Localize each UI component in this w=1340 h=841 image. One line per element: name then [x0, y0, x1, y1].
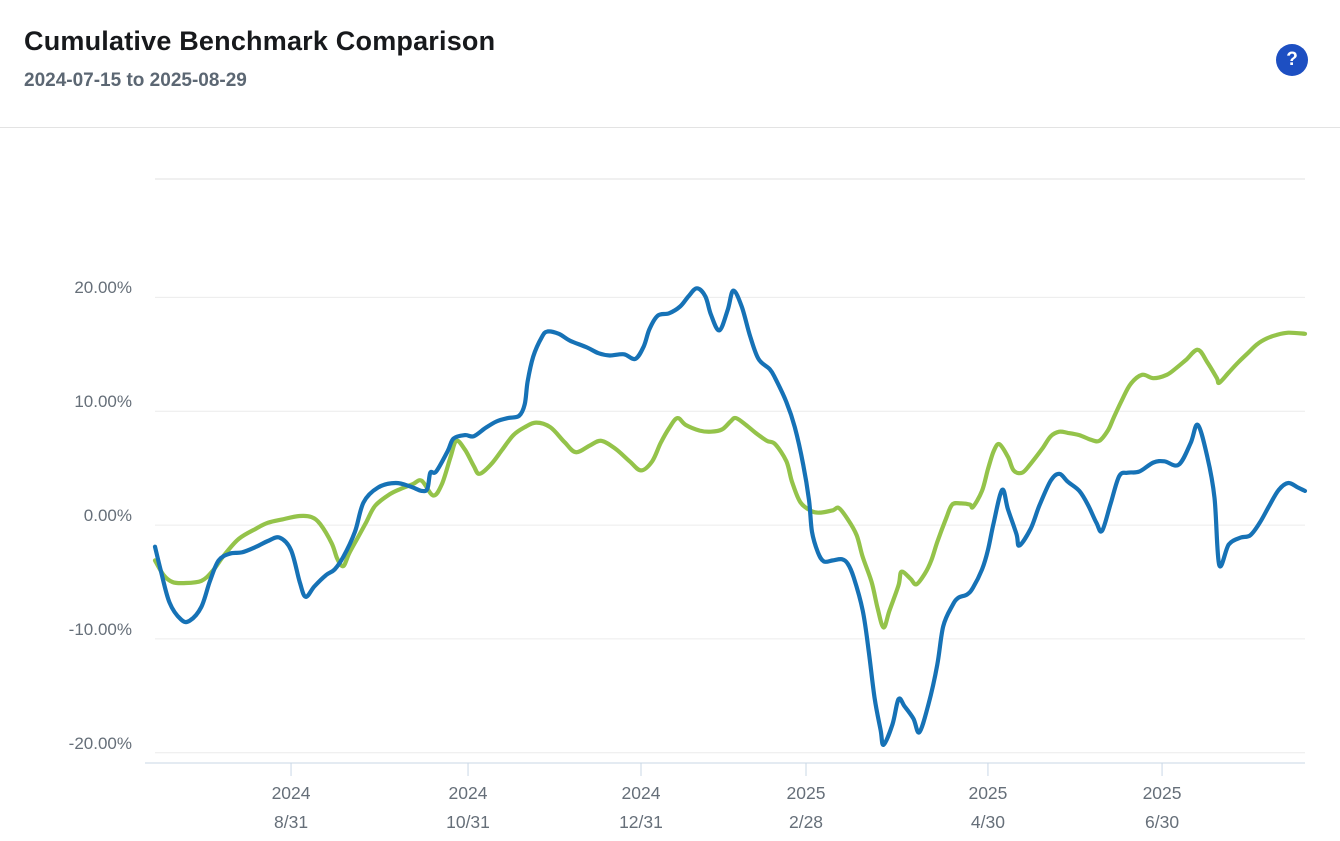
page-title: Cumulative Benchmark Comparison — [24, 26, 496, 56]
x-axis-label-year: 2025 — [968, 783, 1008, 803]
y-axis-label: -10.00% — [68, 619, 132, 639]
series-green-line — [152, 330, 1308, 630]
x-axis-label-year: 2024 — [621, 783, 661, 803]
x-axis-label-year: 2024 — [448, 783, 488, 803]
x-axis-label-year: 2024 — [271, 783, 311, 803]
x-axis-label: 2024 12/31 — [571, 779, 711, 837]
x-axis-label: 2025 6/30 — [1092, 779, 1232, 837]
x-axis-label-year: 2025 — [1142, 783, 1182, 803]
x-axis-label-date: 10/31 — [446, 812, 490, 832]
x-axis-label: 2024 10/31 — [398, 779, 538, 837]
x-axis-label-date: 6/30 — [1145, 812, 1180, 832]
x-axis-label-date: 4/30 — [970, 812, 1005, 832]
y-axis-label: 20.00% — [74, 278, 132, 298]
y-axis-label: 0.00% — [83, 506, 132, 526]
y-axis-label: 10.00% — [74, 392, 132, 412]
x-axis-label-date: 2/28 — [788, 812, 824, 832]
x-axis-label-date: 12/31 — [619, 812, 663, 832]
x-axis-label: 2025 4/30 — [918, 779, 1058, 837]
line-chart-canvas — [145, 178, 1308, 776]
x-axis-label: 2024 8/31 — [221, 779, 361, 837]
x-axis-label-date: 8/31 — [274, 812, 309, 832]
cumulative-benchmark-chart: 20.00% 10.00% 0.00% -10.00% -20.00% 2024 8/31 2… — [0, 129, 1340, 841]
series-blue-line — [152, 286, 1308, 747]
x-axis-label: 2025 2/28 — [736, 779, 876, 837]
date-range-subtitle: 2024-07-15 to 2025-08-29 — [24, 70, 247, 91]
y-axis-label: -20.00% — [68, 733, 132, 753]
x-axis-label-year: 2025 — [786, 783, 826, 803]
help-icon[interactable]: ? — [1276, 44, 1308, 76]
chart-header: Cumulative Benchmark Comparison 2024-07-… — [0, 0, 1340, 128]
